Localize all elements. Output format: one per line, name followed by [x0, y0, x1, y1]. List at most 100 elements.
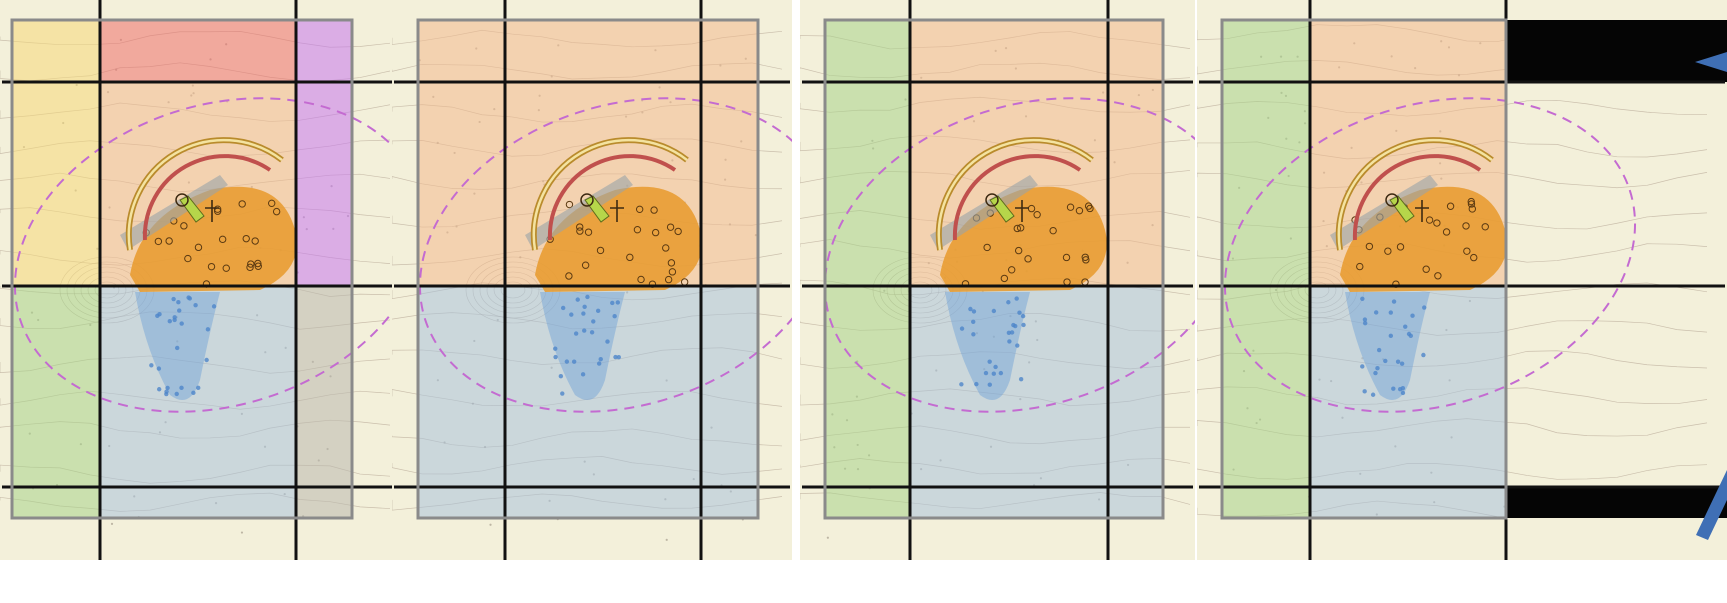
well-marker [251, 237, 259, 245]
well-marker [268, 199, 276, 208]
well-marker [154, 237, 163, 246]
well-marker [1014, 246, 1023, 255]
dashed-boundary-ellipse [1223, 97, 1637, 413]
well-marker [1362, 389, 1367, 394]
well-marker [560, 305, 566, 311]
well-marker [184, 254, 192, 263]
well-marker [605, 339, 610, 344]
well-marker [637, 275, 645, 284]
well-marker [581, 261, 590, 269]
well-marker [1018, 376, 1024, 382]
green-arrow-marker [179, 195, 205, 223]
zone-corner-bottom [1506, 487, 1727, 518]
well-marker [179, 321, 184, 326]
well-marker [191, 390, 196, 396]
zone-foot-right [296, 487, 352, 518]
well-marker [1383, 358, 1388, 364]
well-marker [149, 363, 154, 368]
well-marker [222, 264, 230, 272]
map-frame [416, 18, 760, 520]
zone-top-center [100, 20, 296, 82]
well-marker [1410, 313, 1415, 318]
well-marker [1373, 370, 1378, 376]
well-marker [968, 306, 973, 312]
well-marker [1015, 343, 1020, 348]
well-marker [1376, 347, 1382, 353]
zone-left-column [1222, 20, 1310, 518]
well-marker [616, 354, 621, 360]
well-marker [186, 295, 191, 300]
inner-arc [142, 154, 272, 241]
cross-marker [1415, 200, 1429, 222]
well-marker [1467, 197, 1475, 206]
well-marker [193, 302, 198, 308]
well-marker [575, 297, 580, 302]
well-marker [1006, 330, 1012, 336]
well-marker [1425, 216, 1434, 224]
well-marker [1462, 222, 1470, 230]
well-marker [959, 382, 964, 387]
well-marker [1442, 228, 1451, 236]
well-marker [176, 300, 181, 305]
well-marker [1356, 262, 1364, 271]
well-marker [591, 319, 596, 324]
well-marker [1403, 324, 1408, 329]
well-marker [1470, 253, 1478, 262]
outer-arc-highlight [532, 138, 688, 251]
well-marker [1400, 390, 1406, 396]
well-marker [211, 304, 217, 309]
well-marker [1395, 359, 1401, 364]
well-marker [584, 228, 593, 236]
well-marker [987, 359, 992, 364]
well-marker [553, 346, 558, 351]
well-marker [564, 359, 570, 364]
well-marker [580, 372, 586, 377]
well-marker [1017, 310, 1022, 315]
zone-foot-left [12, 487, 100, 518]
green-arrow-marker [584, 195, 610, 223]
well-marker [1467, 200, 1476, 208]
well-marker [971, 319, 976, 324]
well-marker [1049, 226, 1057, 235]
outer-arc-highlight [937, 138, 1093, 251]
elevation-point [110, 522, 114, 525]
well-marker [1370, 392, 1376, 397]
map-frame [1220, 18, 1508, 520]
well-marker [1391, 299, 1397, 304]
zone-foot-center [100, 487, 296, 518]
well-marker [167, 319, 172, 324]
well-marker [1013, 224, 1021, 233]
well-marker [1422, 265, 1430, 273]
well-marker [581, 311, 586, 316]
well-marker [1360, 296, 1365, 301]
well-marker [558, 373, 564, 379]
well-marker [650, 206, 658, 214]
well-marker [171, 296, 176, 302]
well-marker [1373, 310, 1379, 315]
well-marker [155, 313, 160, 319]
well-marker [635, 205, 644, 214]
well-marker [1384, 247, 1392, 255]
well-marker [582, 304, 587, 310]
well-marker [1081, 253, 1089, 261]
map-frame [823, 18, 1165, 520]
well-marker [1033, 210, 1041, 219]
well-marker [1006, 300, 1011, 305]
panel-3 [800, 0, 1195, 560]
well-marker [156, 366, 162, 371]
dashed-boundary-ellipse [418, 97, 792, 413]
well-marker [553, 354, 558, 360]
well-marker [1375, 366, 1380, 371]
well-marker [1422, 305, 1427, 310]
well-marker [175, 345, 180, 351]
well-marker [246, 263, 254, 272]
well-marker [180, 222, 188, 230]
well-marker [991, 371, 997, 376]
well-marker [204, 357, 209, 363]
arrow-bottom-right [1696, 470, 1727, 540]
well-marker [1020, 313, 1026, 319]
well-marker [1014, 296, 1019, 301]
well-marker [213, 205, 222, 213]
well-marker [174, 391, 179, 397]
cross-marker [205, 200, 219, 222]
